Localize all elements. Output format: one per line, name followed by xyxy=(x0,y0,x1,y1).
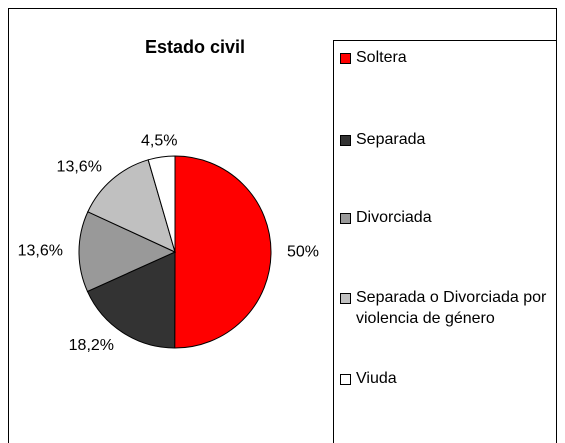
legend-label: Divorciada xyxy=(356,209,432,226)
legend-swatch xyxy=(340,293,351,304)
pie-slice xyxy=(86,251,176,349)
legend-swatch xyxy=(340,135,351,146)
legend-item: Separada o Divorciada por violencia de g… xyxy=(340,287,554,329)
legend-item: Separada xyxy=(340,129,554,150)
data-label: 4,5% xyxy=(141,132,177,149)
legend-item: Viuda xyxy=(340,368,554,389)
pie-slice xyxy=(147,155,176,253)
legend-label: Viuda xyxy=(356,370,397,387)
legend-item: Divorciada xyxy=(340,207,554,228)
data-label: 50% xyxy=(287,243,319,260)
data-label: 13,6% xyxy=(57,158,102,175)
data-label: 18,2% xyxy=(69,337,114,354)
pie-slice xyxy=(78,211,177,293)
legend: Soltera Separada Divorciada Separada o Divo… xyxy=(333,40,557,443)
pie-slice xyxy=(174,155,272,349)
legend-label: Separada xyxy=(356,131,426,148)
legend-label: Separada o Divorciada por violencia de g… xyxy=(356,289,547,327)
data-label: 13,6% xyxy=(18,243,63,260)
legend-swatch xyxy=(340,53,351,64)
legend-label: Soltera xyxy=(356,49,407,66)
legend-item: Soltera xyxy=(340,47,554,68)
legend-swatch xyxy=(340,213,351,224)
legend-swatch xyxy=(340,374,351,385)
chart-title: Estado civil xyxy=(145,37,245,57)
pie-slice xyxy=(87,159,176,253)
